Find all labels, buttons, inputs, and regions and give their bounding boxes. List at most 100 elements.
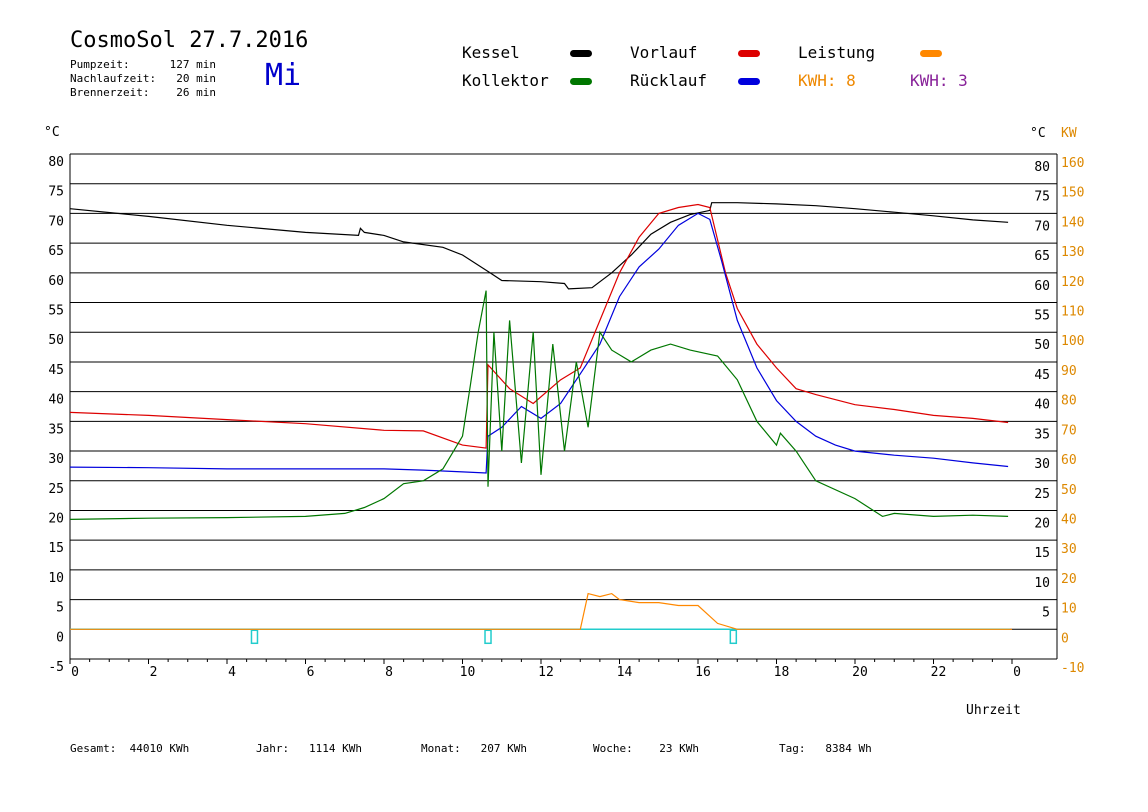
- y-tick-left: 80: [48, 155, 64, 170]
- y-tick-right-kw: 130: [1061, 245, 1084, 260]
- legend-kollektor-swatch: [570, 78, 592, 85]
- y-tick-right-kw: 120: [1061, 275, 1084, 290]
- event-marker: [484, 629, 492, 645]
- x-tick-label: 6: [307, 665, 315, 680]
- y-tick-right-celsius: 40: [1034, 398, 1050, 413]
- x-axis-label: Uhrzeit: [966, 703, 1021, 718]
- y-tick-left: 35: [48, 422, 64, 437]
- chart-labels: -505101520253035404550556065707580510152…: [44, 125, 1084, 718]
- series-vorlauf: [69, 203, 1009, 449]
- y-tick-right-kw: 90: [1061, 364, 1077, 379]
- legend-vorlauf-label: Vorlauf: [630, 43, 698, 62]
- overrun-time-label: Nachlaufzeit:: [70, 72, 157, 85]
- series-kollektor: [69, 290, 1009, 520]
- y-tick-right-celsius: 50: [1034, 338, 1050, 353]
- overrun-time: Nachlaufzeit: 20 min: [70, 72, 216, 85]
- y-tick-right-celsius: 5: [1042, 606, 1050, 621]
- total-energy-value: 44010 KWh: [129, 742, 190, 755]
- legend-kwh-burner: KWH: 3: [910, 71, 968, 90]
- legend-leistung-label: Leistung: [798, 43, 876, 62]
- legend-kwh-solar: KWH: 8: [798, 71, 856, 90]
- day-energy-value: 8384 Wh: [825, 742, 872, 755]
- day-energy-label: Tag:: [779, 742, 806, 755]
- month-energy-label: Monat:: [421, 742, 461, 755]
- event-marker: [250, 629, 259, 645]
- y-tick-right-celsius: 60: [1034, 279, 1050, 294]
- legend-kessel-swatch: [570, 50, 592, 57]
- y-tick-left: 20: [48, 511, 64, 526]
- legend-vorlauf-swatch: [738, 50, 760, 57]
- chart-grid: [69, 153, 1058, 664]
- day-energy: Tag: 8384 Wh: [779, 742, 872, 755]
- y-tick-right-kw: 70: [1061, 423, 1077, 438]
- x-tick-label: 12: [538, 665, 554, 680]
- y-tick-left: 55: [48, 304, 64, 319]
- burner-time-label: Brennerzeit:: [70, 86, 150, 99]
- y-tick-left: -5: [48, 660, 64, 675]
- y-tick-right-celsius: 45: [1034, 368, 1050, 383]
- y-tick-right-celsius: 30: [1034, 457, 1050, 472]
- series-rücklauf: [69, 212, 1009, 474]
- chart-title: CosmoSol 27.7.2016: [70, 28, 309, 53]
- x-tick-label: 4: [228, 665, 236, 680]
- total-energy-label: Gesamt:: [70, 742, 117, 755]
- overrun-time-value: 20 min: [176, 72, 216, 85]
- y-tick-right-kw: 150: [1061, 186, 1084, 201]
- burner-time-value: 26 min: [176, 86, 216, 99]
- month-energy-value: 207 KWh: [480, 742, 527, 755]
- x-tick-label: 18: [774, 665, 790, 680]
- month-energy: Monat: 207 KWh: [421, 742, 527, 755]
- x-tick-label: 16: [695, 665, 711, 680]
- y-unit-right-celsius: °C: [1030, 126, 1046, 141]
- y-tick-right-celsius: 70: [1034, 219, 1050, 234]
- week-energy: Woche: 23 KWh: [593, 742, 699, 755]
- y-tick-left: 40: [48, 393, 64, 408]
- y-tick-right-kw: 30: [1061, 542, 1077, 557]
- y-tick-left: 60: [48, 274, 64, 289]
- y-tick-left: 5: [56, 601, 64, 616]
- year-energy-label: Jahr:: [256, 742, 290, 755]
- y-tick-right-kw: -10: [1061, 661, 1084, 676]
- pump-time-value: 127 min: [169, 58, 216, 71]
- y-tick-right-kw: 100: [1061, 334, 1084, 349]
- x-tick-label: 8: [385, 665, 393, 680]
- y-tick-right-celsius: 20: [1034, 516, 1050, 531]
- y-tick-right-kw: 140: [1061, 215, 1084, 230]
- year-energy-value: 1114 KWh: [309, 742, 362, 755]
- year-energy: Jahr: 1114 KWh: [256, 742, 362, 755]
- x-tick-label: 10: [460, 665, 476, 680]
- y-tick-right-celsius: 15: [1034, 546, 1050, 561]
- y-tick-right-kw: 10: [1061, 602, 1077, 617]
- y-tick-right-kw: 40: [1061, 512, 1077, 527]
- y-tick-right-kw: 20: [1061, 572, 1077, 587]
- burner-time: Brennerzeit: 26 min: [70, 86, 216, 99]
- legend-kollektor-label: Kollektor: [462, 71, 549, 90]
- y-tick-right-celsius: 10: [1034, 576, 1050, 591]
- y-tick-right-celsius: 35: [1034, 427, 1050, 442]
- y-tick-right-kw: 160: [1061, 156, 1084, 171]
- x-tick-label: 0: [71, 665, 79, 680]
- y-tick-right-celsius: 25: [1034, 487, 1050, 502]
- x-tick-label: 0: [1013, 665, 1021, 680]
- series-leistung: [70, 592, 1012, 630]
- y-tick-right-kw: 110: [1061, 305, 1084, 320]
- y-tick-left: 50: [48, 333, 64, 348]
- legend-kessel-label: Kessel: [462, 43, 520, 62]
- pump-time-label: Pumpzeit:: [70, 58, 130, 71]
- y-tick-left: 70: [48, 214, 64, 229]
- y-tick-left: 10: [48, 571, 64, 586]
- total-energy: Gesamt: 44010 KWh: [70, 742, 189, 755]
- y-tick-left: 30: [48, 452, 64, 467]
- y-tick-right-celsius: 65: [1034, 249, 1050, 264]
- y-tick-right-kw: 0: [1061, 631, 1069, 646]
- x-tick-label: 14: [617, 665, 633, 680]
- y-unit-right-kw: KW: [1061, 126, 1077, 141]
- legend-leistung-swatch: [920, 50, 942, 57]
- y-tick-right-kw: 50: [1061, 483, 1077, 498]
- series-kessel: [69, 202, 1009, 290]
- x-tick-label: 2: [150, 665, 158, 680]
- x-tick-label: 20: [852, 665, 868, 680]
- legend-ruecklauf-swatch: [738, 78, 760, 85]
- week-energy-value: 23 KWh: [659, 742, 699, 755]
